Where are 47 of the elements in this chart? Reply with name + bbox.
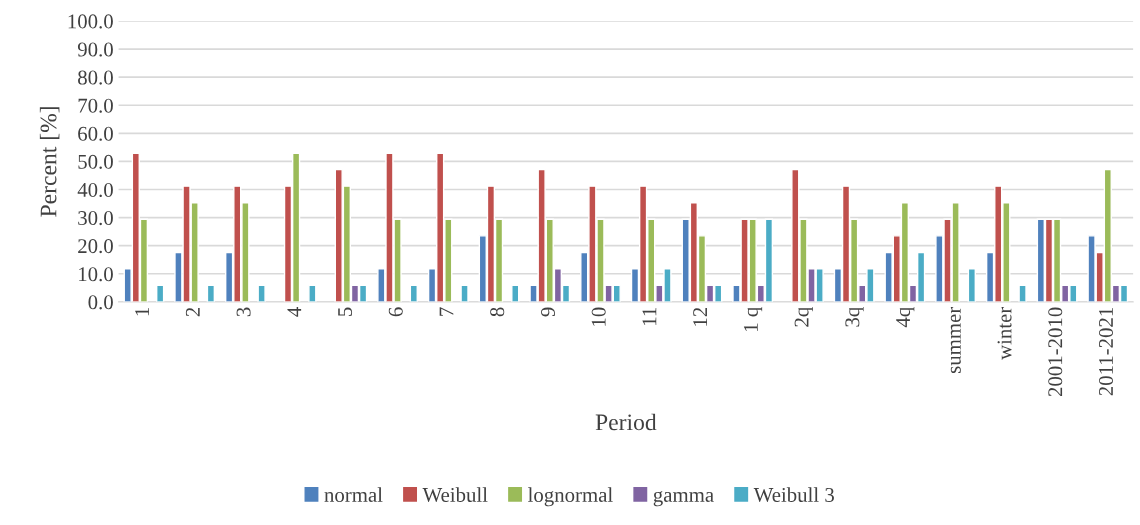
x-tick-label: winter bbox=[997, 306, 1012, 360]
x-tick-label: 5 bbox=[338, 307, 353, 316]
y-tick-label: 80.0 bbox=[78, 70, 113, 85]
x-tick-label: 3 bbox=[236, 307, 251, 317]
bar bbox=[409, 284, 418, 302]
y-tick-label: 70.0 bbox=[78, 98, 113, 113]
legend-label: gamma bbox=[653, 491, 714, 507]
y-tick-label: 60.0 bbox=[78, 126, 113, 141]
x-tick-label: 10 bbox=[591, 307, 606, 326]
y-tick-label: 40.0 bbox=[77, 182, 113, 198]
x-tick-label: 7 bbox=[439, 307, 454, 316]
y-tick-label: 50.0 bbox=[78, 154, 113, 169]
x-tick-label: 8 bbox=[490, 307, 505, 317]
y-tick-label: 20.0 bbox=[78, 239, 113, 254]
x-tick-label: 3q bbox=[845, 307, 864, 327]
y-axis-title: Percent [%] bbox=[39, 107, 60, 217]
x-tick-label: 12 bbox=[693, 307, 707, 326]
y-tick-label: 100.0 bbox=[68, 14, 113, 29]
bar bbox=[308, 284, 317, 302]
x-tick-label: 2 bbox=[185, 307, 200, 317]
legend-label: normal bbox=[324, 487, 383, 502]
x-tick-label: 2q bbox=[794, 307, 813, 327]
x-tick-label: 2011-2021 bbox=[1098, 307, 1114, 396]
x-tick-label: summer bbox=[950, 306, 961, 373]
bar bbox=[460, 284, 469, 302]
bar bbox=[967, 268, 976, 302]
legend-label: Weibull 3 bbox=[753, 487, 834, 503]
x-axis-title: Period bbox=[595, 413, 657, 431]
x-tick-label: 6 bbox=[388, 307, 403, 317]
y-tick-label: 30.0 bbox=[78, 210, 113, 226]
bar bbox=[511, 284, 520, 302]
x-tick-label: 9 bbox=[540, 307, 555, 317]
y-tick-label: 90.0 bbox=[77, 42, 113, 57]
legend-label: lognormal bbox=[528, 487, 613, 507]
bar bbox=[1018, 284, 1027, 302]
x-tick-label: 11 bbox=[642, 307, 657, 325]
x-tick-label: 1 bbox=[135, 307, 149, 316]
bar bbox=[257, 284, 266, 302]
bar bbox=[156, 284, 165, 302]
legend-label: Weibull bbox=[422, 487, 488, 503]
bar bbox=[206, 284, 216, 302]
x-tick-label: 4q bbox=[896, 307, 915, 328]
y-tick-label: 10.0 bbox=[79, 267, 113, 282]
x-tick-label: 2001-2010 bbox=[1048, 307, 1063, 397]
x-tick-label: 1 q bbox=[743, 307, 763, 331]
y-tick-label: 0.0 bbox=[88, 295, 113, 310]
x-tick-label: 4 bbox=[287, 307, 302, 317]
